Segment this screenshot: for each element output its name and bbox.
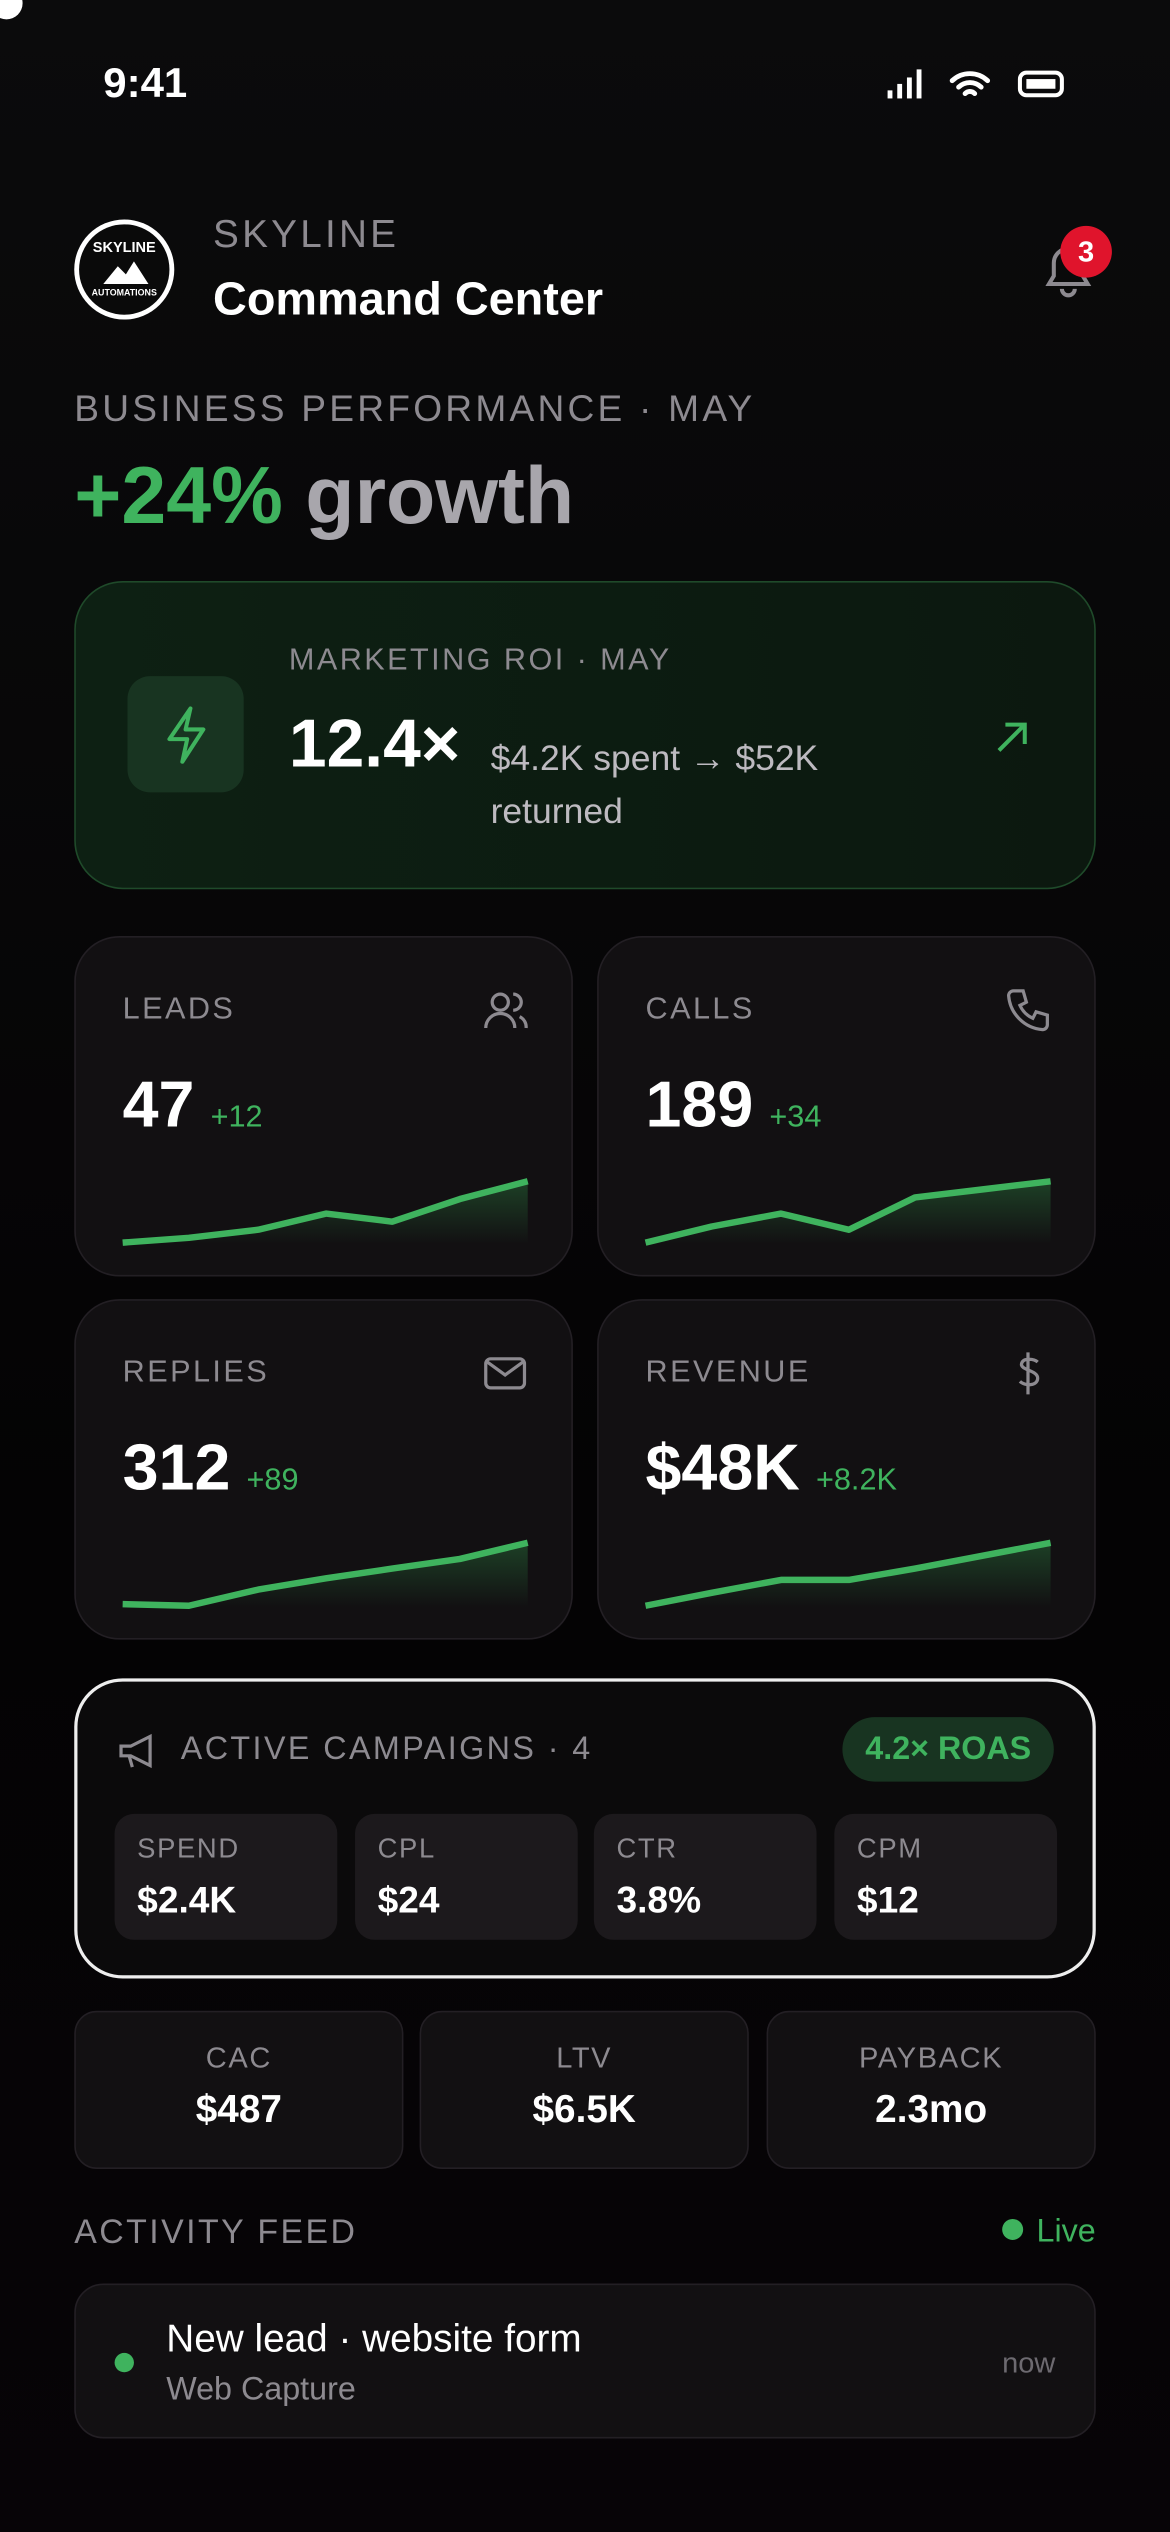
unit-value: $6.5K [532, 2088, 636, 2132]
logo-top: SKYLINE [92, 238, 156, 255]
growth-word: growth [305, 450, 575, 541]
stat-label: CPL [377, 1833, 436, 1864]
activity-item[interactable]: New lead · website form Web Capture now [74, 2283, 1096, 2439]
performance-headline: +24% growth [74, 449, 574, 543]
metric-label: REVENUE [645, 1355, 811, 1390]
unit-value: $487 [195, 2088, 282, 2132]
stat-value: $24 [377, 1878, 440, 1921]
stat-value: $2.4K [137, 1878, 237, 1921]
campaign-stat: CPL $24 [355, 1813, 578, 1940]
growth-value: +24% [74, 450, 283, 541]
status-time: 9:41 [103, 58, 188, 107]
item-title: New lead · website form [166, 2317, 582, 2361]
unit-metric: LTV $6.5K [419, 2010, 749, 2169]
mail-icon [484, 1357, 527, 1390]
brand: SKYLINE [213, 213, 400, 257]
unit-label: PAYBACK [859, 2041, 1004, 2074]
megaphone-icon [119, 1733, 152, 1769]
stat-label: SPEND [137, 1833, 240, 1864]
value: 189 [645, 1069, 754, 1141]
value: $48K [645, 1433, 800, 1505]
logo-bottom: AUTOMATIONS [91, 288, 157, 299]
roi-detail: $4.2K spent → $52K returned [490, 737, 819, 832]
metric-card[interactable]: LEADS 47 +12 [74, 936, 573, 1277]
campaign-stat: SPEND $2.4K [114, 1813, 338, 1940]
camera-dot [0, 0, 23, 20]
roi-label: MARKETING ROI · MAY [288, 643, 672, 678]
unit-value: 2.3mo [875, 2088, 988, 2132]
sparkline [644, 1178, 1051, 1246]
page-title: Command Center [213, 274, 604, 326]
status-icons [887, 69, 1064, 99]
value: 47 [122, 1069, 195, 1141]
logo-art [103, 261, 149, 285]
performance-label: BUSINESS PERFORMANCE · MAY [74, 387, 756, 430]
item-dot [114, 2352, 134, 2373]
roas-badge: 4.2× ROAS [842, 1717, 1054, 1782]
metric-value: $48K +8.2K [646, 1433, 897, 1506]
campaign-stat: CPM $12 [834, 1813, 1058, 1940]
stat-value: $12 [856, 1878, 919, 1921]
roi-value: 12.4× [288, 705, 461, 782]
phone-icon [1007, 989, 1049, 1032]
item-source: Web Capture [166, 2372, 356, 2408]
roi-icon-box [127, 676, 244, 793]
campaigns-card[interactable]: ACTIVE CAMPAIGNS · 4 4.2× ROAS SPEND $2.4… [74, 1678, 1096, 1979]
metric-value: 47 +12 [123, 1070, 263, 1143]
metric-value: 312 +89 [123, 1433, 299, 1506]
metric-card[interactable]: REVENUE $48K +8.2K [597, 1299, 1096, 1640]
campaign-stat: CTR 3.8% [593, 1813, 817, 1940]
metric-label: REPLIES [122, 1355, 270, 1390]
value: 312 [122, 1433, 231, 1505]
sparkline [122, 1178, 529, 1246]
metric-label: LEADS [122, 992, 236, 1027]
delta: +89 [246, 1463, 299, 1498]
users-icon [484, 992, 528, 1029]
metric-card[interactable]: REPLIES 312 +89 [74, 1299, 573, 1640]
roi-card[interactable]: MARKETING ROI · MAY 12.4× $4.2K spent → … [74, 580, 1096, 890]
stat-label: CTR [616, 1833, 678, 1864]
live-indicator: Live [1002, 2214, 1096, 2251]
notification-badge: 3 [1060, 225, 1112, 278]
activity-title: ACTIVITY FEED [74, 2214, 358, 2252]
delta: +8.2K [815, 1463, 897, 1498]
dollar-icon [1018, 1352, 1040, 1395]
delta: +12 [210, 1100, 263, 1135]
item-time: now [1002, 2346, 1056, 2379]
stat-value: 3.8% [616, 1878, 702, 1921]
unit-metric: PAYBACK 2.3mo [766, 2010, 1096, 2169]
live-text: Live [1036, 2214, 1096, 2250]
stat-label: CPM [856, 1833, 923, 1864]
metric-value: 189 +34 [646, 1070, 822, 1143]
metric-card[interactable]: CALLS 189 +34 [597, 936, 1096, 1277]
unit-label: CAC [205, 2041, 272, 2074]
unit-metric: CAC $487 [74, 2010, 404, 2169]
sparkline [644, 1539, 1052, 1609]
arrow-icon [997, 722, 1027, 752]
delta: +34 [769, 1100, 822, 1135]
sparkline [122, 1539, 529, 1609]
logo: SKYLINE AUTOMATIONS [74, 219, 175, 320]
bolt-icon [167, 706, 206, 764]
campaigns-title: ACTIVE CAMPAIGNS · 4 [180, 1731, 593, 1768]
unit-label: LTV [556, 2041, 613, 2074]
metric-label: CALLS [645, 992, 755, 1027]
